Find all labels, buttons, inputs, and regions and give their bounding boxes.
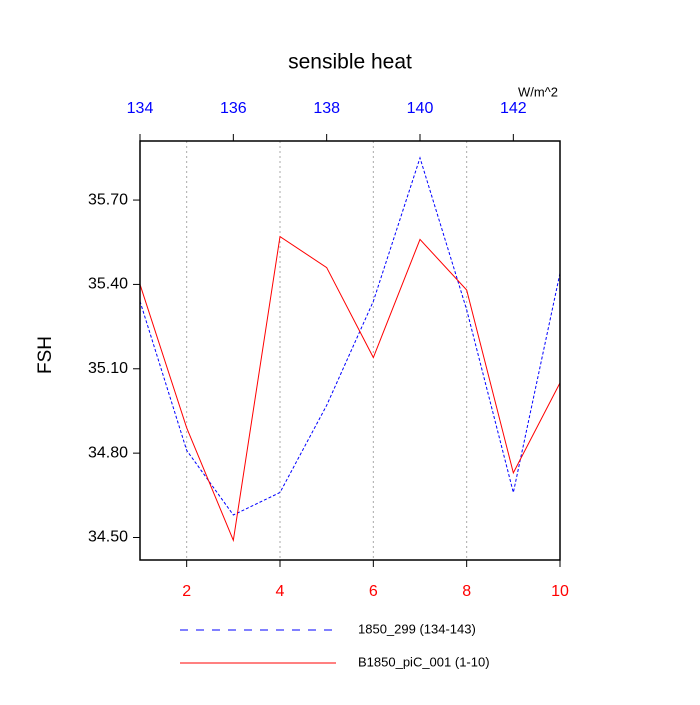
series-line xyxy=(139,156,561,516)
x2-tick-label: 138 xyxy=(313,100,340,117)
x-tick-label: 8 xyxy=(462,583,471,600)
chart-title: sensible heat xyxy=(288,51,412,74)
x2-tick-label: 140 xyxy=(407,100,434,117)
series-line xyxy=(139,235,561,543)
x2-axis-label: W/m^2 xyxy=(518,84,558,99)
x2-tick-label: 142 xyxy=(500,100,527,117)
x-tick-label: 10 xyxy=(551,583,569,600)
plot-frame xyxy=(139,140,561,561)
x-tick-label: 6 xyxy=(369,583,378,600)
y-tick-label: 35.40 xyxy=(88,276,128,293)
x-tick-label: 4 xyxy=(276,583,285,600)
y-tick-label: 35.10 xyxy=(88,360,128,377)
x-tick-label: 2 xyxy=(182,583,191,600)
y-axis-label: FSH xyxy=(35,336,56,374)
y-tick-label: 34.50 xyxy=(88,529,128,546)
legend-label: B1850_piC_001 (1-10) xyxy=(358,654,490,669)
x2-tick-label: 136 xyxy=(220,100,247,117)
x2-tick-label: 134 xyxy=(127,100,154,117)
y-tick-label: 34.80 xyxy=(88,444,128,461)
y-tick-label: 35.70 xyxy=(88,191,128,208)
legend-label: 1850_299 (134-143) xyxy=(358,621,476,636)
